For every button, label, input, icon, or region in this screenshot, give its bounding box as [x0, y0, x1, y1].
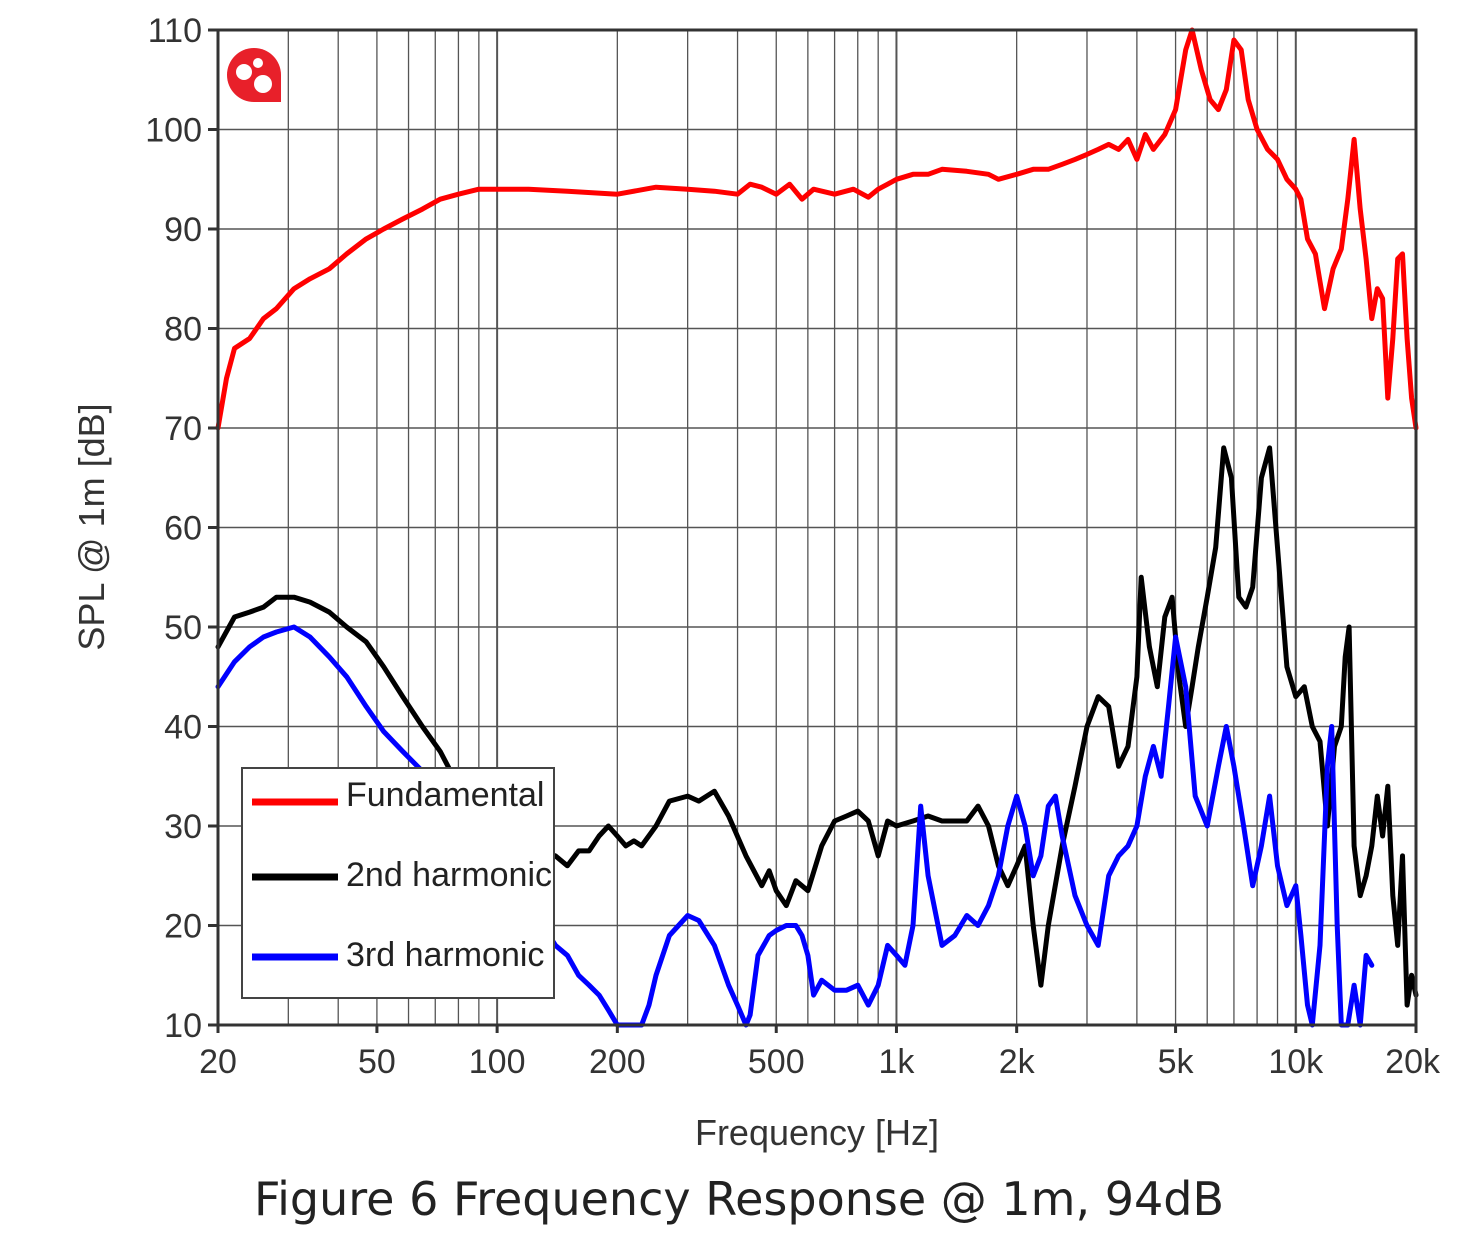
- chart-legend: Fundamental 2nd harmonic 3rd harmonic: [241, 767, 555, 999]
- x-tick-label: 50: [358, 1043, 396, 1081]
- y-tick-label: 50: [164, 609, 202, 647]
- x-tick-label: 2k: [999, 1043, 1036, 1081]
- legend-label-3rd-harmonic: 3rd harmonic: [346, 936, 544, 974]
- y-tick-label: 10: [164, 1007, 202, 1045]
- x-tick-label: 1k: [878, 1043, 915, 1081]
- y-tick-label: 90: [164, 211, 202, 249]
- x-tick-label: 5k: [1158, 1043, 1195, 1081]
- y-tick-label: 110: [148, 12, 202, 50]
- y-tick-label: 100: [145, 112, 202, 150]
- x-tick-label: 100: [469, 1043, 526, 1081]
- x-tick-label: 20: [199, 1043, 237, 1081]
- y-tick-label: 30: [164, 808, 202, 846]
- x-tick-label: 20k: [1385, 1043, 1441, 1081]
- y-tick-label: 20: [164, 908, 202, 946]
- y-tick-label: 40: [164, 709, 202, 747]
- x-tick-label: 500: [748, 1043, 805, 1081]
- x-axis-label: Frequency [Hz]: [695, 1112, 939, 1153]
- x-tick-label: 10k: [1268, 1043, 1324, 1081]
- y-axis-label: SPL @ 1m [dB]: [71, 403, 112, 650]
- series-line-fundamental: [215, 27, 1419, 431]
- x-tick-label: 200: [589, 1043, 646, 1081]
- legend-label-2nd-harmonic: 2nd harmonic: [346, 856, 552, 894]
- legend-label-fundamental: Fundamental: [346, 776, 544, 814]
- y-tick-label: 70: [164, 410, 202, 448]
- brand-logo-icon: [227, 48, 281, 102]
- y-tick-label: 80: [164, 311, 202, 349]
- y-tick-label: 60: [164, 510, 202, 548]
- figure-caption: Figure 6 Frequency Response @ 1m, 94dB: [254, 1172, 1224, 1226]
